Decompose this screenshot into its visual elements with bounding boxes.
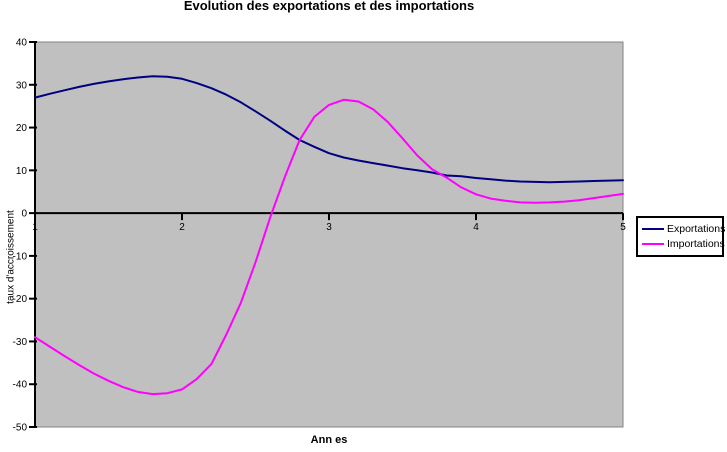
- y-tick-label: 0: [21, 209, 27, 220]
- x-tick-label: 4: [473, 222, 479, 233]
- y-axis-title: taux d'accroissement: [5, 210, 17, 304]
- exportations-line-swatch: [642, 228, 664, 230]
- y-tick-label: -10: [13, 251, 28, 262]
- chart-title: Evolution des exportations et des import…: [183, 0, 475, 13]
- y-tick-label: -40: [13, 380, 28, 391]
- x-tick-label: 2: [179, 222, 185, 233]
- plot-background: [34, 41, 624, 428]
- y-tick-label: 30: [16, 80, 28, 91]
- legend-item-exportations: Exportations: [642, 223, 726, 235]
- y-tick-label: -50: [13, 423, 28, 434]
- legend-item-importations: Importations: [642, 238, 725, 250]
- y-tick-label: 10: [16, 166, 28, 177]
- y-tick-label: 20: [16, 123, 28, 134]
- x-tick-label: 3: [326, 222, 332, 233]
- x-tick-label: 5: [620, 222, 626, 233]
- legend-label-exportations: Exportations: [667, 223, 726, 235]
- x-axis-title: Ann es: [310, 434, 348, 446]
- legend: Exportations Importations: [636, 216, 726, 257]
- legend-label-importations: Importations: [667, 238, 725, 250]
- y-tick-label: -30: [13, 337, 28, 348]
- y-tick-label: -20: [13, 294, 28, 305]
- series-line-exportations: [34, 75, 624, 184]
- importations-line-swatch: [642, 243, 664, 245]
- series-line-importations: [34, 98, 624, 396]
- y-tick-label: 40: [16, 38, 28, 49]
